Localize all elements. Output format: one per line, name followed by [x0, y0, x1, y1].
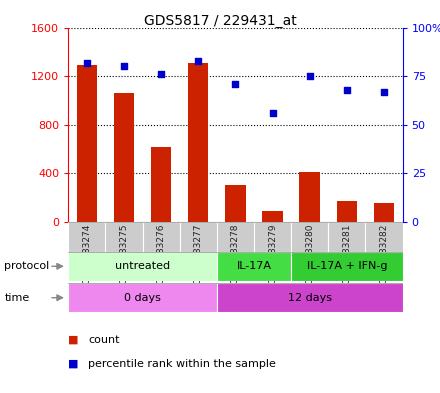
Bar: [151, 147, 171, 222]
Text: ■: ■: [68, 335, 79, 345]
Point: [381, 88, 388, 95]
Text: IL-17A + IFN-g: IL-17A + IFN-g: [307, 261, 387, 271]
Text: GSM1283278: GSM1283278: [231, 224, 240, 284]
Bar: [291, 222, 328, 252]
Bar: [114, 93, 134, 222]
Text: GSM1283277: GSM1283277: [194, 224, 203, 284]
Bar: [374, 203, 394, 222]
Bar: [180, 222, 217, 252]
Point: [158, 71, 165, 77]
Bar: [77, 65, 97, 222]
Bar: [217, 222, 254, 252]
Text: GDS5817 / 229431_at: GDS5817 / 229431_at: [143, 14, 297, 28]
Text: GSM1283280: GSM1283280: [305, 224, 314, 284]
Text: protocol: protocol: [4, 261, 50, 271]
Text: time: time: [4, 293, 29, 303]
Point: [269, 110, 276, 116]
Text: ■: ■: [68, 358, 79, 369]
Text: count: count: [88, 335, 120, 345]
Text: GSM1283274: GSM1283274: [82, 224, 91, 284]
Text: GSM1283282: GSM1283282: [380, 224, 389, 284]
Bar: [366, 222, 403, 252]
Point: [121, 63, 128, 70]
Bar: [105, 222, 143, 252]
Bar: [291, 252, 403, 281]
Point: [306, 73, 313, 79]
Text: untreated: untreated: [115, 261, 170, 271]
Point: [83, 59, 90, 66]
Bar: [217, 283, 403, 312]
Text: 12 days: 12 days: [288, 293, 332, 303]
Text: GSM1283276: GSM1283276: [157, 224, 165, 284]
Bar: [337, 201, 357, 222]
Text: GSM1283275: GSM1283275: [119, 224, 128, 284]
Point: [232, 81, 239, 87]
Text: percentile rank within the sample: percentile rank within the sample: [88, 358, 276, 369]
Text: GSM1283279: GSM1283279: [268, 224, 277, 284]
Point: [343, 86, 350, 93]
Bar: [254, 222, 291, 252]
Bar: [262, 211, 283, 222]
Point: [195, 57, 202, 64]
Text: IL-17A: IL-17A: [236, 261, 271, 271]
Bar: [300, 172, 320, 222]
Bar: [68, 222, 105, 252]
Bar: [188, 63, 209, 222]
Text: 0 days: 0 days: [124, 293, 161, 303]
Bar: [225, 185, 246, 222]
Bar: [217, 252, 291, 281]
Bar: [328, 222, 366, 252]
Bar: [68, 252, 217, 281]
Bar: [143, 222, 180, 252]
Bar: [68, 283, 217, 312]
Text: GSM1283281: GSM1283281: [342, 224, 352, 284]
